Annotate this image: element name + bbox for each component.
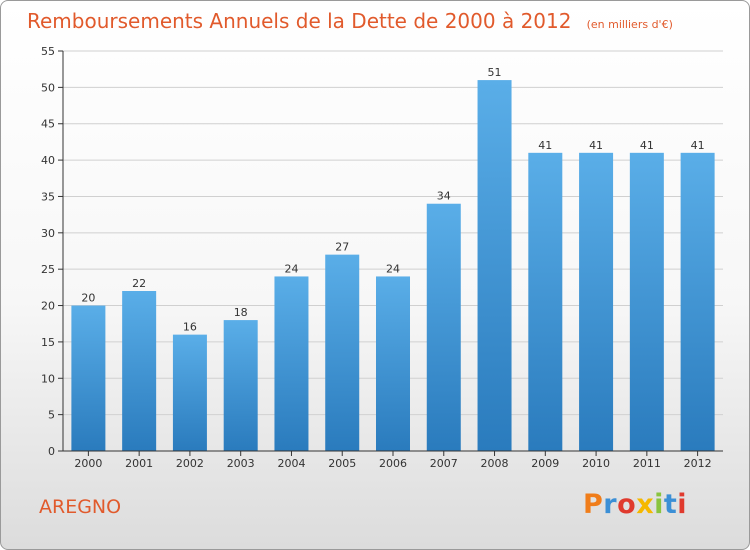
bar [274,276,309,451]
value-label: 41 [538,139,552,152]
y-tick-label: 45 [41,118,55,131]
logo-letter: o [617,489,637,520]
bar [71,305,106,451]
bar [223,320,258,451]
chart-title-row: Remboursements Annuels de la Dette de 20… [27,9,673,33]
bar [680,152,715,451]
labels: 0 5 10 15 20 25 30 35 40 45 50 55 20 2000 22 2001 16 2002… [41,45,712,470]
logo-letter: i [654,489,664,520]
x-tick-label: 2006 [379,457,407,470]
x-tick-label: 2010 [582,457,610,470]
y-tick-label: 5 [48,409,55,422]
value-label: 24 [386,262,400,275]
y-tick-label: 55 [41,45,55,58]
x-tick-label: 2004 [277,457,305,470]
bar [579,152,614,451]
commune-name: AREGNO [39,496,122,518]
value-label: 20 [81,292,95,305]
bar [629,152,664,451]
bar [528,152,563,451]
value-label: 24 [284,262,298,275]
y-tick-label: 10 [41,372,55,385]
value-label: 34 [437,190,451,203]
y-tick-label: 25 [41,263,55,276]
y-tick-label: 30 [41,227,55,240]
y-tick-label: 50 [41,81,55,94]
value-label: 27 [335,241,349,254]
y-tick-label: 15 [41,336,55,349]
x-tick-label: 2003 [227,457,255,470]
value-label: 16 [183,321,197,334]
proxiti-logo[interactable]: Proxiti [583,489,687,520]
value-label: 22 [132,277,146,290]
x-tick-label: 2007 [430,457,458,470]
chart-title: Remboursements Annuels de la Dette de 20… [27,9,572,33]
x-tick-label: 2011 [633,457,661,470]
y-tick-label: 0 [48,445,55,458]
bar [122,291,157,451]
value-label: 18 [234,306,248,319]
y-tick-label: 35 [41,190,55,203]
value-label: 41 [691,139,705,152]
axes [58,50,723,456]
logo-letter: t [663,489,678,520]
x-tick-label: 2009 [531,457,559,470]
value-label: 41 [640,139,654,152]
x-tick-label: 2000 [74,457,102,470]
value-label: 41 [589,139,603,152]
chart-subtitle: (en milliers d'€) [586,18,673,31]
x-tick-label: 2012 [684,457,712,470]
y-tick-label: 40 [41,154,55,167]
logo-letter: P [583,489,604,520]
value-label: 51 [488,66,502,79]
bar [376,276,410,451]
x-tick-label: 2001 [125,457,153,470]
y-tick-label: 20 [41,300,55,313]
logo-letter: r [603,489,618,520]
logo-letter: i [677,489,688,520]
x-tick-label: 2008 [481,457,509,470]
x-tick-label: 2002 [176,457,204,470]
bar [477,80,512,451]
bar [325,254,360,451]
bar [426,203,461,451]
bar [172,334,207,451]
logo-letter: x [636,489,655,520]
bars [71,80,715,451]
x-tick-label: 2005 [328,457,356,470]
